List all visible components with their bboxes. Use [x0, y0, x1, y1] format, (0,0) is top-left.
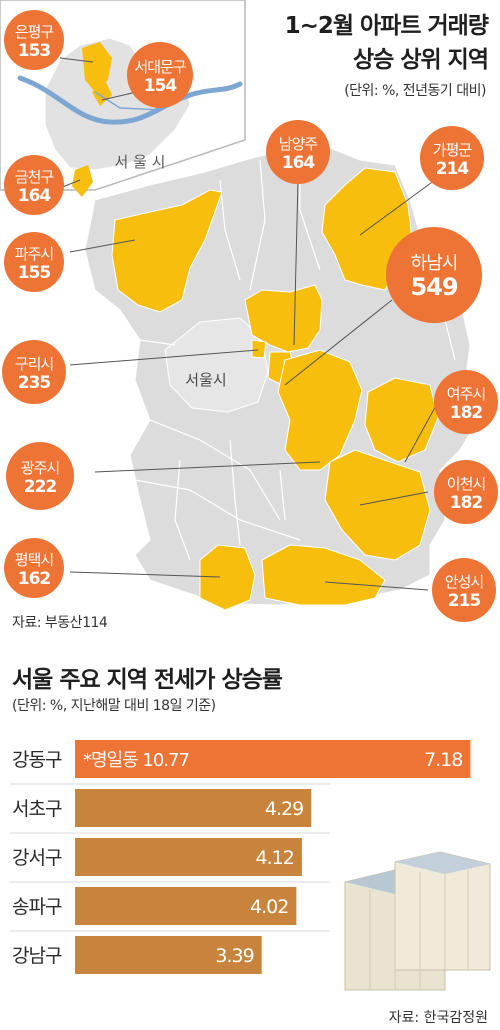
region-name-label: 평택시	[15, 551, 53, 569]
region-value-label: 182	[450, 493, 483, 513]
region-value-label: 154	[144, 76, 178, 96]
seoul-map-label: 서울시	[185, 371, 226, 389]
region-name-label: 은평구	[15, 23, 54, 41]
eunpyeong-region	[82, 42, 112, 92]
bubble-circle	[434, 460, 498, 524]
region-name-label: 이천시	[447, 475, 485, 493]
bar	[75, 887, 297, 925]
bubble-circle	[6, 442, 74, 510]
region-value-label: 153	[18, 41, 51, 61]
bubble-circle	[420, 126, 484, 190]
bubble-circle	[4, 10, 64, 70]
region-bubbles: 은평구153서대문구154금천구164파주시155남양주164가평군214하남시…	[2, 10, 498, 622]
bar-series: 강동구 7.18 *명일동 10.77 서초구 4.29 강서구 4.12 송파구 4.02 강남…	[10, 740, 471, 974]
bubble-circle	[2, 340, 66, 404]
guri-region	[251, 339, 267, 359]
regional-map: 서 울 시 서울시 은평구153서대문구154금천구164파주시155남양주16…	[0, 0, 498, 622]
bubble-circle	[386, 227, 482, 323]
region-value-label: 182	[450, 403, 483, 423]
pyeongtaek-region	[199, 544, 256, 611]
map-title-line2: 상승 상위 지역	[353, 47, 489, 73]
bar-value-label: 4.12	[256, 847, 294, 869]
region-value-label: 549	[410, 273, 457, 301]
seoul-region	[164, 317, 269, 413]
leader-lines	[59, 57, 439, 591]
han-river	[17, 75, 243, 125]
region-name-label: 파주시	[15, 245, 53, 263]
bar-chart-unit: (단위: %, 지난해말 대비 18일 기준)	[12, 698, 216, 714]
region-value-label: 164	[282, 153, 316, 173]
icheon-region	[324, 449, 431, 561]
bar-annotation: *명일동 10.77	[83, 750, 189, 771]
bar	[75, 936, 262, 974]
bar-source: 자료: 한국감정원	[389, 1010, 488, 1026]
yeoju-region	[364, 377, 439, 463]
bubble-circle	[127, 42, 193, 108]
bar-value-label: 4.02	[250, 896, 288, 918]
bar-chart: 강동구 7.18 *명일동 10.77 서초구 4.29 강서구 4.12 송파구 4.02 강남…	[10, 740, 491, 1026]
bar-value-label: 7.18	[424, 749, 462, 771]
bubble-circle	[4, 232, 64, 292]
bar-category-label: 서초구	[12, 798, 62, 820]
region-name-label: 남양주	[279, 135, 318, 153]
region-value-label: 215	[448, 591, 481, 611]
bar	[75, 740, 471, 778]
bubble-circle	[266, 120, 330, 184]
seoul-inset-label: 서 울 시	[115, 153, 166, 171]
region-name-label: 안성시	[445, 573, 483, 591]
map-unit: (단위: %, 전년동기 대비)	[344, 83, 486, 99]
region-value-label: 164	[18, 186, 52, 206]
region-name-label: 하남시	[411, 253, 458, 274]
region-value-label: 155	[18, 263, 51, 283]
bar	[75, 838, 302, 876]
bar-value-label: 3.39	[215, 945, 253, 967]
bar	[75, 789, 312, 827]
bubble-circle	[432, 558, 496, 622]
region-name-label: 가평군	[433, 141, 473, 159]
bar-category-label: 강동구	[12, 749, 62, 771]
bar-chart-title: 서울 주요 지역 전세가 상승률	[12, 667, 283, 693]
region-name-label: 광주시	[21, 459, 59, 477]
map-panel: 서 울 시 서울시 은평구 153 서대문구 154 금천구 164 파주시 155 남양주 16…	[0, 0, 498, 631]
geumcheon-region	[72, 165, 93, 197]
region-value-label: 235	[18, 373, 51, 393]
paju-region	[111, 189, 223, 313]
region-name-label: 여주시	[447, 385, 485, 403]
map-title-line1: 1~2월 아파트 거래량	[284, 13, 489, 39]
bar-category-label: 강남구	[12, 945, 62, 967]
bar-category-label: 송파구	[12, 896, 62, 918]
region-name-label: 금천구	[15, 168, 54, 186]
map-source: 자료: 부동산114	[12, 615, 108, 631]
bubble-circle	[434, 370, 498, 434]
bubble-circle	[4, 155, 64, 215]
region-value-label: 222	[24, 477, 57, 497]
region-value-label: 214	[436, 159, 470, 179]
region-value-label: 162	[18, 569, 51, 589]
apartment-illustration	[344, 851, 491, 991]
region-name-label: 구리시	[15, 355, 53, 373]
region-name-label: 서대문구	[134, 58, 185, 76]
bar-value-label: 4.29	[265, 798, 303, 820]
bubble-circle	[4, 538, 64, 598]
bar-category-label: 강서구	[12, 847, 62, 869]
anseong-region	[261, 544, 386, 606]
